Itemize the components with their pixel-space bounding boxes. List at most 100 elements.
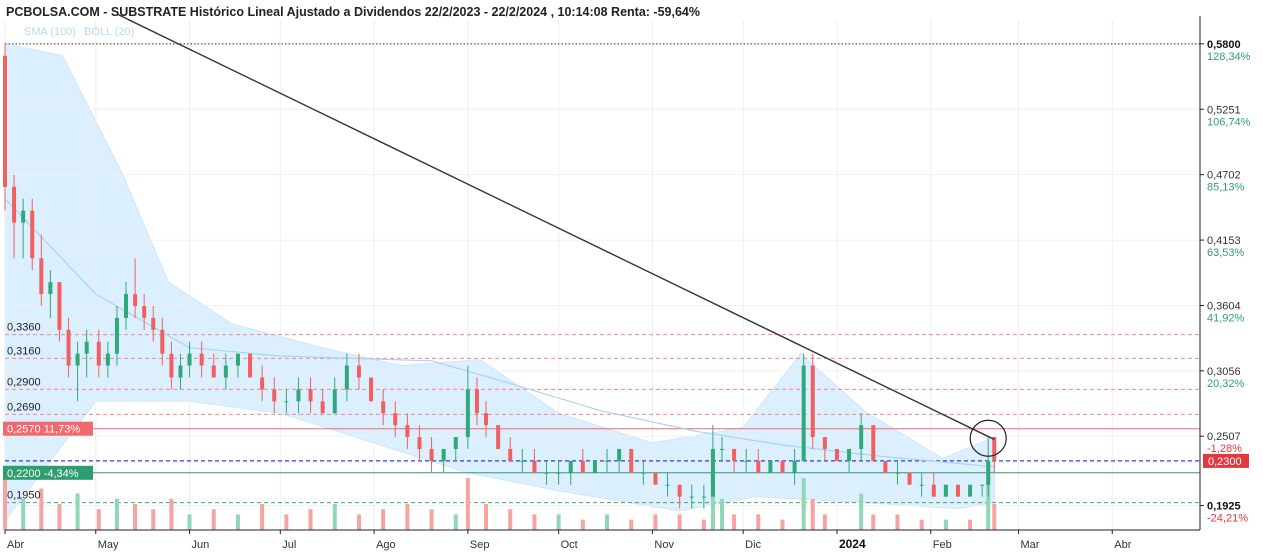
ref-tag-text-1: 0,2570 11,73%: [7, 424, 80, 436]
candle-body-73: [810, 365, 815, 438]
candle-body-71: [792, 460, 797, 473]
volume-bar-22: [465, 478, 470, 530]
candle-body-38: [405, 425, 410, 438]
volume-bar-34: [720, 498, 724, 530]
volume-bar-25: [532, 514, 537, 530]
candle-body-22: [211, 365, 216, 378]
volume-bar-38: [801, 478, 806, 530]
candle-body-1: [12, 186, 17, 223]
volume-bar-36: [756, 514, 761, 530]
legend-sma: SMA (100): [24, 26, 76, 38]
x-tick-label-2: Jun: [192, 539, 210, 551]
level-label-2: 0,2900: [7, 376, 41, 388]
volume-bar-9: [169, 498, 174, 530]
candle-body-37: [393, 413, 398, 426]
candle-body-47: [508, 448, 513, 461]
ref-tag-text-2: 0,2200 -4,34%: [7, 468, 79, 480]
y-tick-pct-1: 106,74%: [1207, 116, 1251, 128]
volume-bar-23: [484, 504, 489, 530]
candle-body-56: [617, 448, 622, 461]
candle-body-33: [344, 365, 349, 390]
volume-bar-41: [859, 493, 864, 530]
volume-bar-19: [405, 504, 410, 530]
volume-bar-8: [151, 509, 156, 530]
y-tick-label-4: 0,3604: [1207, 301, 1241, 313]
candle-body-14: [133, 294, 138, 306]
volume-bar-44: [919, 519, 924, 530]
candle-body-66: [732, 448, 737, 461]
x-tick-label-0: Abr: [7, 539, 24, 551]
candle-body-42: [453, 437, 458, 449]
candle-body-20: [187, 353, 192, 366]
x-tick-label-12: Abr: [1114, 539, 1131, 551]
candle-body-45: [484, 413, 489, 426]
y-tick-pct-3: 63,53%: [1207, 247, 1245, 259]
volume-bar-46: [968, 519, 973, 530]
volume-bar-26: [556, 514, 561, 530]
candle-body-60: [665, 484, 670, 486]
y-tick-pct-5: 20,32%: [1207, 378, 1245, 390]
candle-body-2: [21, 210, 26, 223]
y-tick-pct-0: 128,34%: [1207, 51, 1251, 63]
volume-bar-30: [653, 514, 658, 530]
candle-body-54: [592, 460, 597, 473]
candle-body-59: [653, 472, 658, 485]
sma-line-group: [4, 198, 995, 468]
trendline-group: [116, 13, 1007, 457]
candle-body-26: [260, 377, 265, 390]
candle-body-77: [859, 425, 864, 449]
x-tick-label-10: Feb: [933, 539, 952, 551]
candle-body-69: [768, 460, 773, 473]
candle-body-13: [124, 294, 129, 318]
candle-body-36: [381, 401, 386, 414]
candle-body-9: [84, 341, 89, 354]
volume-bar-11: [211, 509, 216, 530]
x-tick-label-1: May: [98, 539, 119, 551]
candle-body-61: [677, 484, 682, 497]
volume-bar-29: [629, 519, 634, 530]
level-label-1: 0,3160: [7, 345, 41, 357]
volume-bar-33: [710, 478, 715, 530]
volume-bar-1: [21, 498, 26, 530]
volume-bar-47: [986, 478, 991, 530]
candle-body-11: [105, 353, 110, 366]
candle-body-83: [931, 484, 936, 497]
candle-body-15: [142, 305, 147, 318]
volume-bar-39: [810, 498, 815, 530]
candle-body-57: [629, 448, 634, 473]
y-tick-label-1: 0,5251: [1207, 104, 1241, 116]
candle-body-64: [710, 448, 715, 497]
candle-body-7: [66, 329, 71, 366]
current-price-tag-text: 0,2300: [1208, 456, 1242, 468]
candle-body-88: [986, 460, 991, 485]
candle-body-46: [496, 425, 501, 449]
labels: 0,3360 0,3160 0,2900 0,2690 0,1950 0,2570 11,…: [3, 5, 1251, 551]
candle-body-43: [465, 389, 470, 438]
volume-bar-28: [605, 514, 610, 530]
candle-body-68: [756, 460, 761, 473]
candle-body-49: [532, 460, 537, 473]
y-tick-label-5: 0,3056: [1207, 366, 1241, 378]
candle-body-32: [332, 389, 337, 414]
candle-body-16: [151, 317, 156, 330]
candle-body-70: [780, 460, 785, 473]
y-tick-label-0: 0,5800: [1207, 39, 1241, 51]
candle-body-3: [30, 210, 35, 259]
candle-body-50: [544, 472, 549, 474]
candle-body-17: [160, 329, 165, 354]
volume-bar-2: [39, 488, 44, 530]
candle-body-6: [57, 282, 62, 330]
candle-body-67: [744, 460, 749, 462]
bollinger-band-area: [4, 43, 995, 522]
candle-body-18: [169, 353, 174, 378]
candles: [3, 43, 997, 509]
y-tick-pct-4: 41,92%: [1207, 313, 1245, 325]
candle-body-34: [356, 365, 361, 378]
candle-body-4: [39, 258, 44, 295]
x-tick-label-6: Oct: [561, 539, 578, 551]
volume-bar-14: [284, 514, 289, 530]
candle-body-75: [834, 448, 839, 461]
volume-bar-32: [701, 519, 706, 530]
candle-body-52: [568, 460, 573, 473]
